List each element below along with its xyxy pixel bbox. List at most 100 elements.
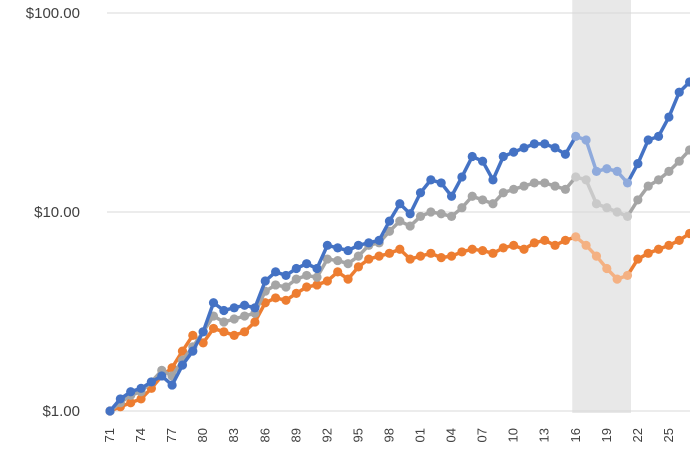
data-point: [239, 327, 250, 337]
data-point: [591, 251, 602, 261]
data-point: [643, 248, 653, 258]
data-point: [395, 216, 405, 226]
data-point: [602, 164, 612, 174]
data-point: [622, 211, 633, 222]
data-point: [457, 172, 467, 182]
data-point: [571, 131, 581, 141]
data-point: [167, 380, 177, 390]
x-tick-label: 74: [133, 428, 148, 442]
data-point: [622, 270, 633, 281]
data-point: [353, 240, 363, 250]
data-point: [478, 156, 488, 166]
data-point: [322, 276, 332, 286]
data-point: [664, 166, 674, 176]
data-point: [353, 262, 363, 272]
data-point: [343, 259, 353, 269]
x-tick-label: 13: [537, 428, 552, 442]
data-point: [219, 317, 229, 327]
data-point: [302, 282, 312, 292]
data-point: [281, 282, 291, 292]
data-point: [333, 267, 343, 277]
data-point: [581, 135, 591, 145]
x-tick-label: 80: [195, 428, 210, 442]
x-tick-label: 10: [506, 428, 521, 442]
data-point: [208, 298, 219, 308]
x-tick-label: 19: [599, 428, 614, 442]
data-point: [333, 255, 343, 266]
data-point: [219, 305, 229, 316]
data-point: [498, 243, 508, 253]
series-layer: [105, 77, 690, 416]
data-point: [426, 207, 436, 217]
data-point: [302, 259, 312, 269]
data-point: [260, 276, 270, 286]
data-point: [229, 314, 239, 324]
data-point: [312, 272, 322, 282]
y-tick-label: $1.00: [42, 403, 80, 420]
data-point: [446, 191, 457, 201]
series-0: [105, 77, 690, 416]
data-point: [622, 178, 633, 188]
x-tick-label: 77: [164, 428, 179, 442]
data-point: [229, 303, 239, 313]
data-point: [405, 254, 415, 264]
data-point: [612, 166, 622, 176]
data-point: [281, 295, 291, 305]
data-point: [685, 77, 690, 87]
data-point: [395, 199, 405, 209]
x-tick-label: 16: [568, 428, 583, 442]
data-point: [250, 303, 260, 313]
y-tick-label: $100.00: [26, 5, 80, 22]
data-point: [446, 211, 457, 222]
data-point: [415, 188, 426, 198]
data-point: [550, 143, 560, 153]
data-point: [436, 209, 446, 219]
gridline-layer: [107, 12, 690, 412]
data-point: [291, 274, 301, 284]
data-point: [633, 195, 643, 205]
data-point: [550, 181, 560, 191]
y-tick-label: $10.00: [34, 204, 80, 221]
data-point: [405, 209, 415, 219]
data-point: [498, 151, 508, 162]
data-point: [643, 181, 653, 191]
data-point: [208, 323, 219, 334]
data-point: [685, 145, 690, 155]
data-point: [519, 181, 529, 191]
data-point: [353, 251, 363, 261]
data-point: [560, 184, 571, 194]
data-point: [105, 406, 115, 416]
data-point: [560, 149, 571, 159]
x-tick-label: 07: [475, 428, 490, 442]
data-point: [126, 398, 136, 408]
data-point: [571, 232, 581, 242]
data-point: [136, 383, 146, 393]
data-point: [271, 280, 281, 290]
data-point: [457, 203, 467, 213]
data-point: [685, 228, 690, 239]
data-point: [509, 240, 519, 250]
x-tick-label: 98: [381, 428, 396, 442]
series-segment: [253, 279, 267, 310]
data-point: [312, 263, 322, 274]
data-point: [643, 135, 653, 145]
data-point: [540, 139, 550, 149]
data-point: [529, 139, 539, 149]
data-point: [426, 175, 436, 185]
data-point: [509, 147, 519, 157]
data-point: [126, 387, 136, 397]
data-point: [529, 238, 539, 248]
data-point: [302, 270, 312, 281]
data-point: [664, 240, 674, 250]
data-point: [177, 360, 188, 370]
data-point: [509, 184, 519, 194]
data-point: [436, 178, 446, 188]
data-point: [591, 166, 602, 176]
data-point: [384, 216, 395, 226]
x-tick-label: 71: [102, 428, 117, 442]
data-point: [343, 274, 353, 284]
data-point: [271, 293, 281, 303]
data-point: [333, 243, 343, 253]
data-point: [415, 251, 426, 261]
